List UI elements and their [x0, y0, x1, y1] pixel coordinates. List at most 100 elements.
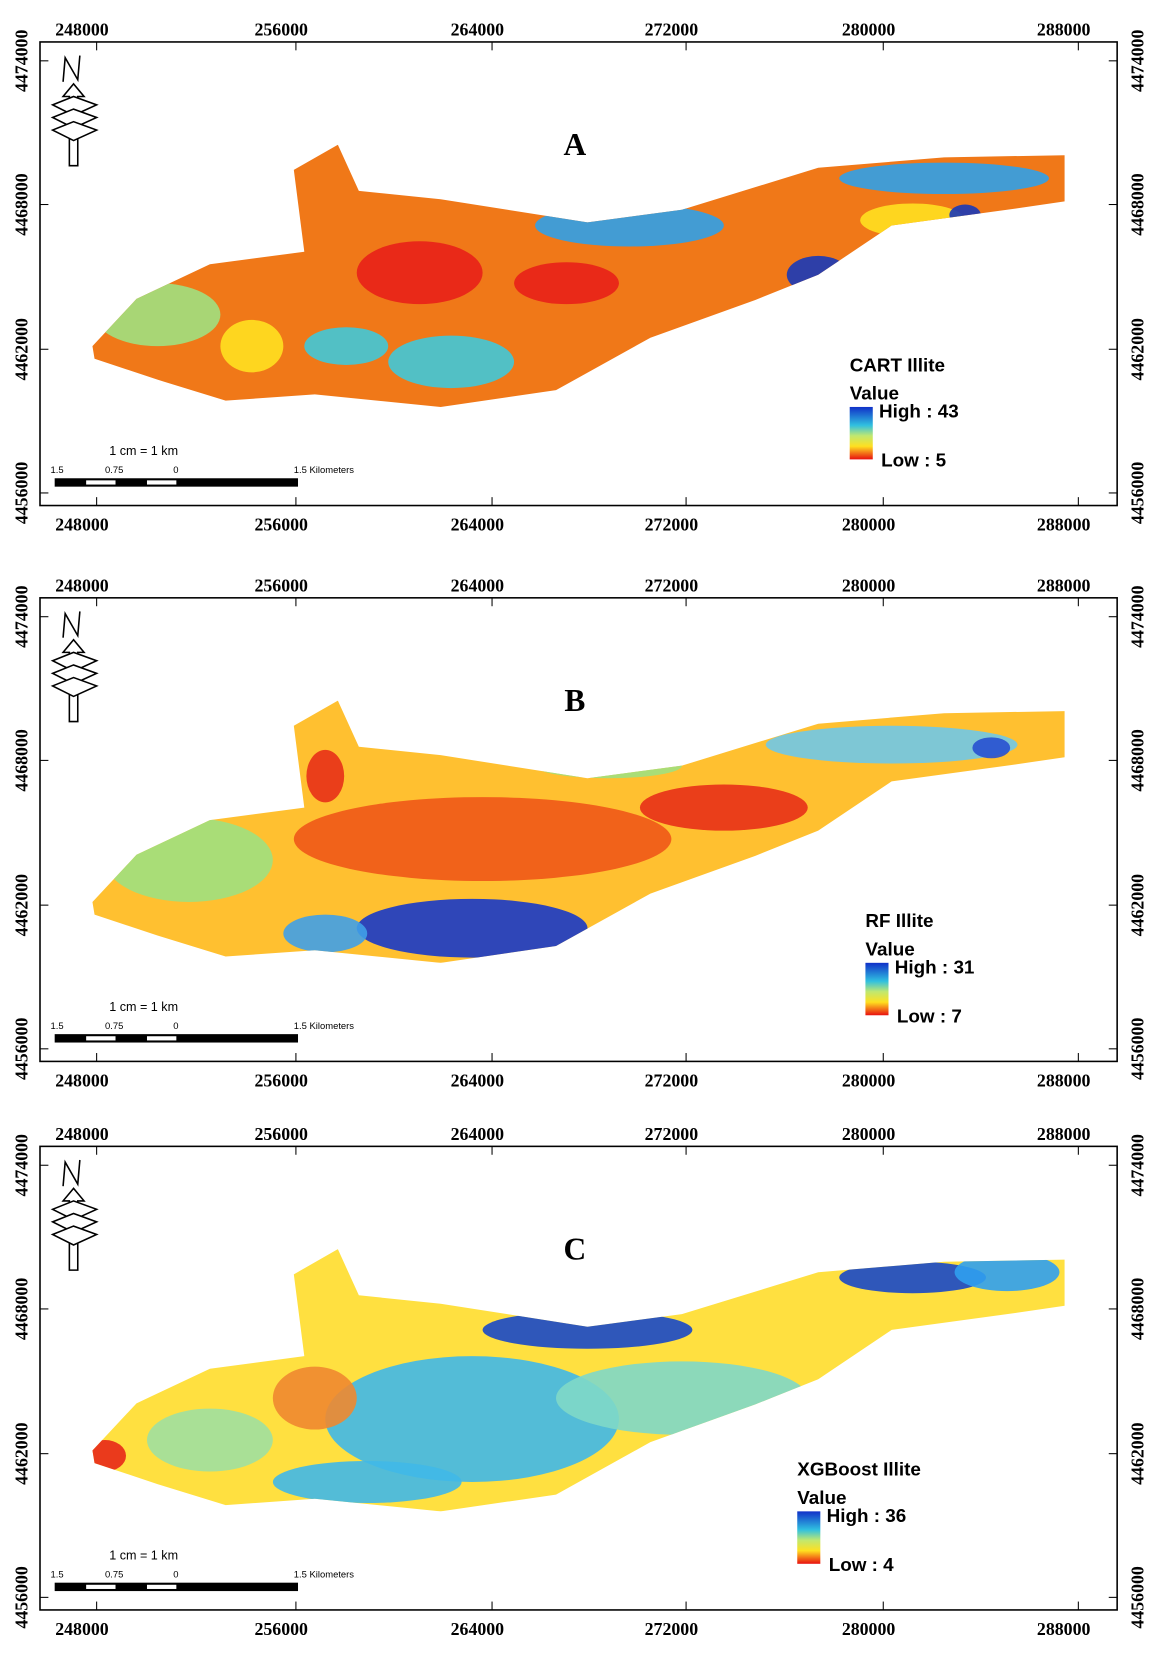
map-panel: 248000 248000 256000 256000 264000 264000 2720…: [11, 1124, 1147, 1639]
x-coord-label: 288000: [1037, 1619, 1091, 1639]
y-coord-label: 4474000: [11, 30, 31, 92]
legend-high: High : 36: [827, 1505, 907, 1526]
scale-label: 1.5: [50, 1020, 63, 1031]
scale-ratio: 1 cm = 1 km: [109, 1549, 178, 1563]
legend-low: Low : 5: [881, 450, 946, 471]
x-coord-label: 280000: [842, 20, 896, 40]
scale-segment: [86, 1036, 115, 1040]
scale-label: 1.5 Kilometers: [294, 1020, 355, 1031]
legend-title: XGBoost Illite: [797, 1459, 921, 1480]
map-zone: [220, 320, 283, 372]
x-coord-label: 288000: [1037, 1124, 1091, 1144]
map-zone: [273, 1461, 462, 1503]
x-coord-label: 264000: [451, 1619, 505, 1639]
y-coord-label: 4456000: [1127, 462, 1147, 524]
x-coord-label: 256000: [254, 1124, 308, 1144]
x-coord-label: 288000: [1037, 20, 1091, 40]
x-coord-label: 248000: [55, 1124, 109, 1144]
map-zone: [514, 262, 619, 304]
y-coord-label: 4468000: [1127, 1278, 1147, 1340]
scale-label: 0: [173, 1020, 178, 1031]
x-coord-label: 256000: [254, 576, 308, 596]
x-coord-label: 272000: [645, 576, 699, 596]
panel-letter: C: [564, 1232, 587, 1267]
legend-ramp: [865, 963, 888, 1015]
x-coord-label: 248000: [55, 1619, 109, 1639]
y-coord-label: 4462000: [1127, 874, 1147, 936]
x-coord-label: 288000: [1037, 576, 1091, 596]
x-coord-label: 272000: [645, 20, 699, 40]
legend-high: High : 31: [895, 956, 975, 977]
legend-high: High : 43: [879, 400, 959, 421]
x-coord-label: 288000: [1037, 1071, 1091, 1091]
scale-segment: [147, 1036, 176, 1040]
x-coord-label: 280000: [842, 515, 896, 535]
y-coord-label: 4468000: [11, 729, 31, 791]
x-coord-label: 256000: [254, 1619, 308, 1639]
scale-segment: [86, 480, 115, 484]
map-zone: [640, 785, 808, 831]
x-coord-label: 256000: [254, 515, 308, 535]
y-coord-label: 4468000: [1127, 173, 1147, 235]
y-coord-label: 4474000: [11, 1134, 31, 1196]
scale-label: 1.5 Kilometers: [294, 464, 355, 475]
legend-low: Low : 4: [829, 1554, 894, 1575]
map-zone: [294, 797, 672, 881]
x-coord-label: 248000: [55, 576, 109, 596]
y-coord-label: 4468000: [11, 1278, 31, 1340]
figure: 248000 248000 256000 256000 264000 264000 2720…: [0, 0, 1154, 1654]
x-coord-label: 264000: [451, 1071, 505, 1091]
map-zone: [273, 1367, 357, 1430]
y-coord-label: 4456000: [11, 1018, 31, 1080]
x-coord-label: 272000: [645, 1071, 699, 1091]
legend-ramp: [850, 407, 873, 459]
x-coord-label: 264000: [451, 576, 505, 596]
y-coord-label: 4474000: [1127, 30, 1147, 92]
map-zone: [304, 327, 388, 365]
y-coord-label: 4462000: [11, 1422, 31, 1484]
x-coord-label: 248000: [55, 20, 109, 40]
legend-title: RF Illite: [865, 910, 933, 931]
y-coord-label: 4462000: [11, 318, 31, 380]
scale-ratio: 1 cm = 1 km: [109, 444, 178, 458]
x-coord-label: 256000: [254, 1071, 308, 1091]
x-coord-label: 264000: [451, 1124, 505, 1144]
x-coord-label: 272000: [645, 515, 699, 535]
x-coord-label: 280000: [842, 1071, 896, 1091]
scale-segment: [147, 1585, 176, 1589]
x-coord-label: 272000: [645, 1124, 699, 1144]
y-coord-label: 4474000: [11, 585, 31, 647]
scale-label: 0: [173, 464, 178, 475]
y-coord-label: 4468000: [11, 173, 31, 235]
x-coord-label: 280000: [842, 1619, 896, 1639]
scale-label: 0.75: [105, 1020, 123, 1031]
map-zone: [147, 1409, 273, 1472]
x-coord-label: 248000: [55, 1071, 109, 1091]
x-coord-label: 280000: [842, 576, 896, 596]
x-coord-label: 256000: [254, 20, 308, 40]
y-coord-label: 4462000: [1127, 1422, 1147, 1484]
legend-low: Low : 7: [897, 1006, 962, 1027]
map-zone: [972, 737, 1010, 758]
scale-label: 0.75: [105, 1568, 123, 1579]
x-coord-label: 288000: [1037, 515, 1091, 535]
scale-ratio: 1 cm = 1 km: [109, 1000, 178, 1014]
map-panel: 248000 248000 256000 256000 264000 264000 2720…: [11, 576, 1147, 1091]
y-coord-label: 4462000: [11, 874, 31, 936]
legend-ramp: [797, 1511, 820, 1563]
scale-label: 1.5: [50, 1568, 63, 1579]
x-coord-label: 248000: [55, 515, 109, 535]
map-zone: [306, 750, 344, 802]
y-coord-label: 4474000: [1127, 585, 1147, 647]
map-zone: [388, 336, 514, 388]
x-coord-label: 280000: [842, 1124, 896, 1144]
y-coord-label: 4456000: [11, 1566, 31, 1628]
y-coord-label: 4474000: [1127, 1134, 1147, 1196]
y-coord-label: 4468000: [1127, 729, 1147, 791]
panel-letter: A: [564, 127, 587, 162]
scale-label: 0.75: [105, 464, 123, 475]
scale-label: 1.5 Kilometers: [294, 1568, 355, 1579]
x-coord-label: 264000: [451, 515, 505, 535]
x-coord-label: 264000: [451, 20, 505, 40]
y-coord-label: 4456000: [11, 462, 31, 524]
